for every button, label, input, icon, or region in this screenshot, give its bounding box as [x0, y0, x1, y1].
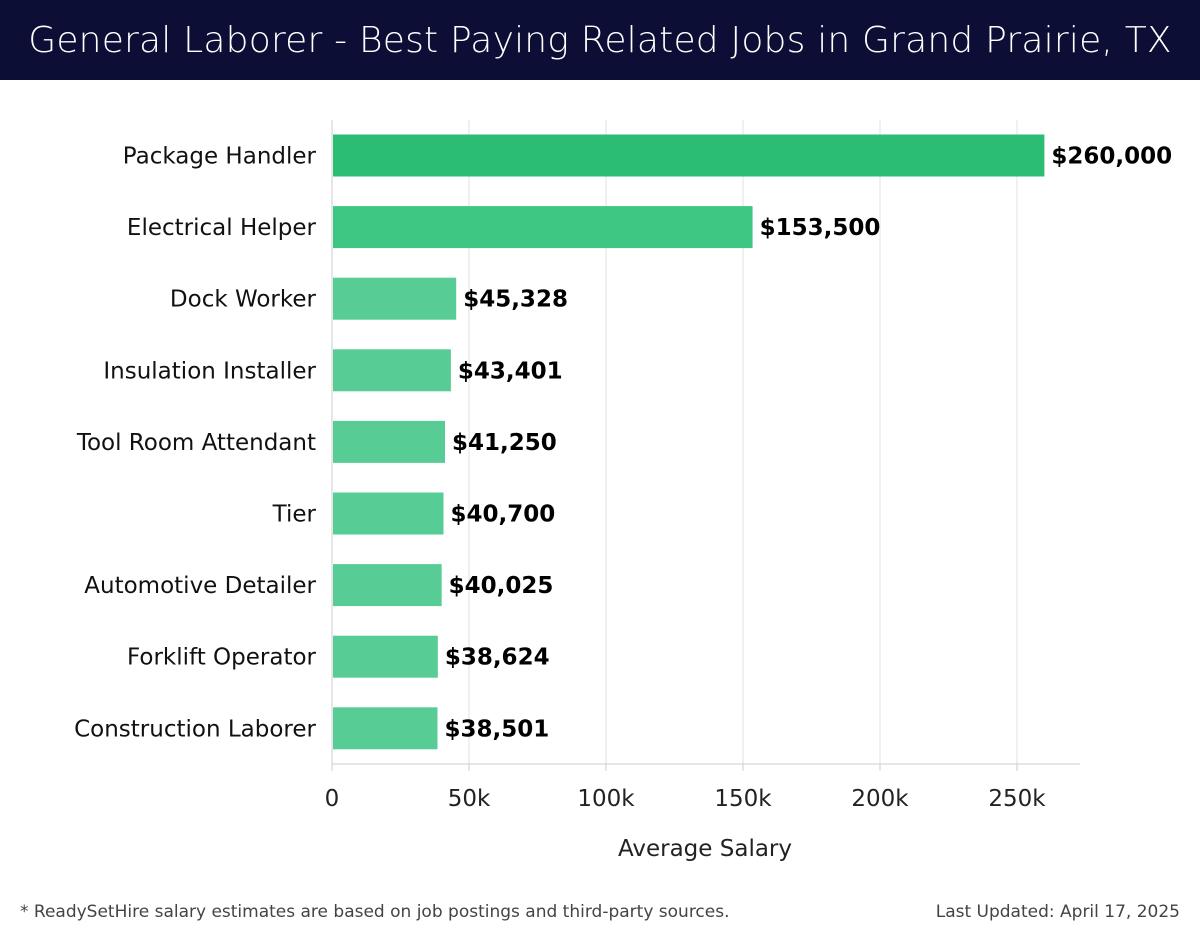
category-label: Package Handler [123, 144, 317, 170]
x-tick-label: 50k [448, 786, 491, 812]
value-label: $153,500 [760, 215, 881, 241]
x-axis-title: Average Salary [618, 836, 792, 862]
x-tick-label: 0 [325, 786, 340, 812]
chart-title: General Laborer - Best Paying Related Jo… [0, 0, 1200, 80]
category-label: Electrical Helper [127, 215, 317, 241]
value-label: $43,401 [458, 358, 563, 384]
bar [333, 707, 438, 750]
bar [333, 420, 446, 463]
value-labels: $260,000 $153,500 $45,328 $43,401 $41,250 $40… [444, 144, 1172, 743]
bar [333, 564, 442, 607]
value-label: $40,700 [451, 502, 556, 528]
value-label: $260,000 [1051, 144, 1172, 170]
x-tick-label: 150k [714, 786, 772, 812]
x-tick-label: 250k [988, 786, 1046, 812]
bars [333, 134, 1045, 750]
category-label: Tool Room Attendant [76, 430, 316, 456]
x-tick-label: 100k [577, 786, 635, 812]
bar [333, 492, 444, 535]
value-label: $45,328 [463, 287, 568, 313]
x-tick-label: 200k [851, 786, 909, 812]
bar [333, 206, 753, 249]
last-updated: Last Updated: April 17, 2025 [935, 902, 1180, 922]
bar [333, 277, 457, 320]
category-label: Construction Laborer [74, 716, 316, 742]
bar [333, 134, 1045, 177]
category-label: Tier [272, 502, 317, 528]
category-label: Automotive Detailer [84, 573, 316, 599]
value-label: $38,501 [444, 716, 549, 742]
value-label: $38,624 [445, 645, 550, 671]
bar [333, 349, 451, 392]
x-axis: 0 50k 100k 150k 200k 250k [325, 120, 1080, 812]
category-label: Dock Worker [170, 287, 317, 313]
category-label: Forklift Operator [127, 645, 317, 671]
footer-note: * ReadySetHire salary estimates are base… [20, 902, 730, 922]
value-label: $41,250 [452, 430, 557, 456]
value-label: $40,025 [449, 573, 554, 599]
category-label: Insulation Installer [103, 358, 316, 384]
bar [333, 635, 438, 678]
category-labels: Package Handler Electrical Helper Dock Wor… [74, 144, 316, 743]
